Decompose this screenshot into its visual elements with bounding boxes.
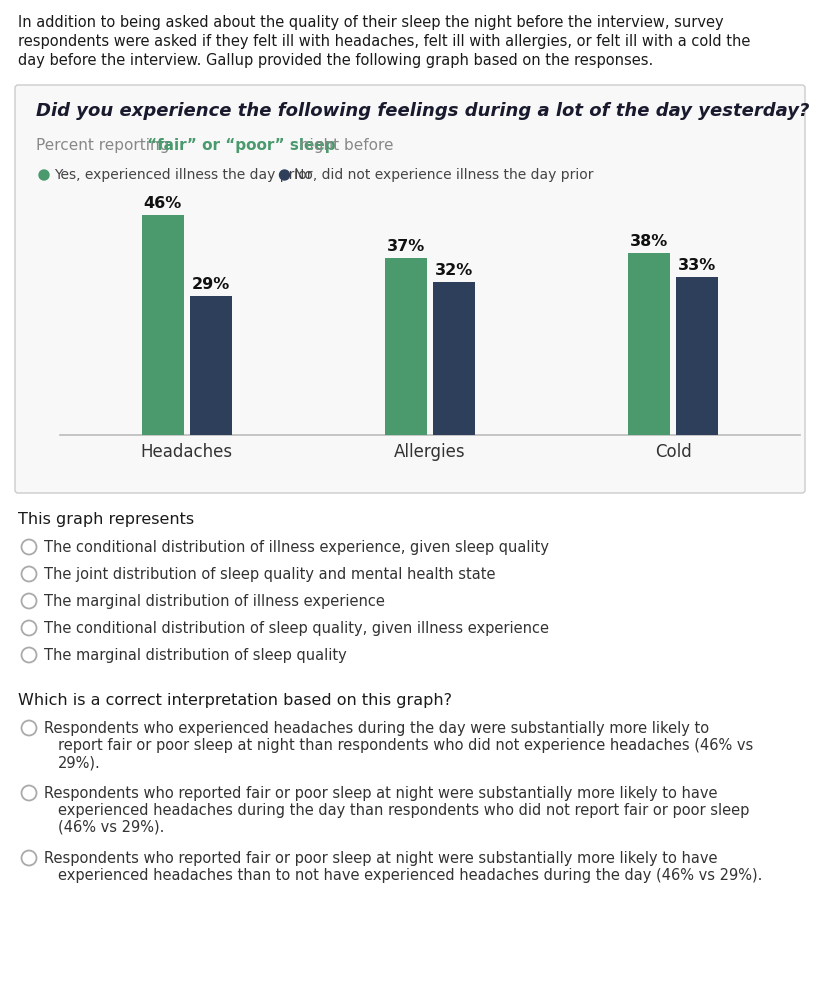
Bar — [385, 258, 427, 435]
Text: This graph represents: This graph represents — [18, 512, 194, 527]
Bar — [432, 282, 474, 435]
Text: The marginal distribution of sleep quality: The marginal distribution of sleep quali… — [44, 648, 346, 663]
Text: experienced headaches than to not have experienced headaches during the day (46%: experienced headaches than to not have e… — [58, 868, 762, 883]
Text: 38%: 38% — [630, 235, 667, 250]
Text: night before: night before — [294, 138, 392, 153]
Text: “fair” or “poor” sleep: “fair” or “poor” sleep — [147, 138, 335, 153]
FancyBboxPatch shape — [15, 85, 804, 493]
Text: 29%).: 29%). — [58, 755, 101, 770]
Circle shape — [39, 170, 49, 180]
Text: In addition to being asked about the quality of their sleep the night before the: In addition to being asked about the qua… — [18, 15, 722, 30]
Text: 46%: 46% — [143, 197, 182, 212]
Circle shape — [279, 170, 289, 180]
Text: (46% vs 29%).: (46% vs 29%). — [58, 820, 164, 835]
Text: The conditional distribution of illness experience, given sleep quality: The conditional distribution of illness … — [44, 540, 549, 555]
Text: 37%: 37% — [387, 240, 424, 254]
Text: 29%: 29% — [192, 277, 229, 292]
Bar — [627, 253, 669, 435]
Text: The conditional distribution of sleep quality, given illness experience: The conditional distribution of sleep qu… — [44, 621, 549, 636]
Text: day before the interview. Gallup provided the following graph based on the respo: day before the interview. Gallup provide… — [18, 53, 653, 68]
Text: Respondents who reported fair or poor sleep at night were substantially more lik: Respondents who reported fair or poor sl… — [44, 786, 717, 801]
Text: The marginal distribution of illness experience: The marginal distribution of illness exp… — [44, 594, 384, 609]
Text: Yes, experienced illness the day prior: Yes, experienced illness the day prior — [54, 168, 312, 182]
Bar — [142, 216, 183, 435]
Text: Headaches: Headaches — [140, 443, 233, 461]
Bar — [676, 277, 717, 435]
Text: Respondents who reported fair or poor sleep at night were substantially more lik: Respondents who reported fair or poor sl… — [44, 851, 717, 866]
Text: report fair or poor sleep at night than respondents who did not experience heada: report fair or poor sleep at night than … — [58, 738, 753, 753]
Text: experienced headaches during the day than respondents who did not report fair or: experienced headaches during the day tha… — [58, 803, 749, 818]
Text: Allergies: Allergies — [394, 443, 465, 461]
Text: 32%: 32% — [434, 263, 473, 278]
Text: No, did not experience illness the day prior: No, did not experience illness the day p… — [294, 168, 593, 182]
Text: Percent reporting: Percent reporting — [36, 138, 174, 153]
Text: respondents were asked if they felt ill with headaches, felt ill with allergies,: respondents were asked if they felt ill … — [18, 34, 749, 49]
Text: Did you experience the following feelings during a lot of the day yesterday?: Did you experience the following feeling… — [36, 102, 808, 120]
Text: Which is a correct interpretation based on this graph?: Which is a correct interpretation based … — [18, 693, 451, 708]
Text: Cold: Cold — [654, 443, 691, 461]
Text: The joint distribution of sleep quality and mental health state: The joint distribution of sleep quality … — [44, 567, 495, 582]
Text: Respondents who experienced headaches during the day were substantially more lik: Respondents who experienced headaches du… — [44, 721, 708, 736]
Text: 33%: 33% — [677, 258, 716, 273]
Bar — [189, 296, 232, 435]
